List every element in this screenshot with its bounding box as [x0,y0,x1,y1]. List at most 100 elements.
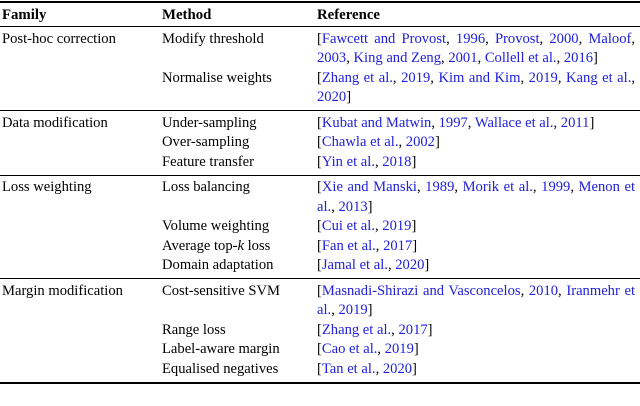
citation-link[interactable]: Zhang et al. [321,69,393,86]
table-row: Margin modification Cost-sensitive SVM [Ma… [0,279,640,321]
text-segment: , [375,237,384,254]
citation-link[interactable]: 2019 [401,69,431,86]
reference-cell: [Chawla et al., 2002] [315,133,640,153]
citation-link[interactable]: Tan et al. [321,360,376,377]
table-header: Family Method Reference [0,2,640,27]
citation-link[interactable]: 2003 [317,50,347,66]
citation-link[interactable]: 2020 [317,89,347,105]
citation-link[interactable]: 1999 [541,179,571,195]
citation-link[interactable]: Collell et al. [484,50,557,66]
reference-cell: [Cao et al., 2019] [315,340,640,360]
family-cell: Margin modification [2,282,123,299]
text-segment: , [578,30,589,47]
reference-cell: [Zhang et al., 2019, Kim and Kim, 2019, … [315,69,640,111]
text-segment: ] [427,321,433,338]
reference-cell: [Fawcett and Provost, 1996, Provost, 200… [315,27,640,69]
citation-link[interactable]: 2019 [528,69,558,86]
citation-link[interactable]: Jamal et al. [321,257,388,273]
citation-link[interactable]: 2019 [382,218,412,234]
text-segment: , [391,321,399,338]
citation-link[interactable]: Yin et al. [321,153,375,170]
family-group: Loss weighting Loss balancing [Xie and Man… [0,175,640,279]
citation-link[interactable]: Kubat and Matwin [321,114,432,131]
citation-link[interactable]: Kim and Kim [438,69,521,86]
text-segment: , [398,134,406,150]
citation-link[interactable]: 1997 [438,114,468,131]
family-cell: Post-hoc correction [2,30,116,47]
citation-link[interactable]: 2011 [560,114,590,131]
text-segment: [ [317,114,322,131]
citation-link[interactable]: 1996 [455,30,486,47]
citation-link[interactable]: 2018 [382,153,412,170]
text-segment: ] [412,360,417,377]
citation-link[interactable]: Iran­mehr et al. [317,282,635,319]
method-cell: Volume weighting [162,218,270,234]
method-cell: Modify threshold [162,30,264,47]
citation-link[interactable]: 2020 [382,360,413,377]
citation-link[interactable]: King and Zeng [353,50,442,66]
citation-link[interactable]: Morik et al. [462,179,533,195]
text-segment: Average top- [162,237,238,254]
citation-link[interactable]: Provost [494,30,540,47]
citation-link[interactable]: 2020 [395,257,425,273]
reference-cell: [Jamal et al., 2020] [315,256,640,279]
text-segment: , [631,69,636,86]
family-cell: Loss weighting [2,179,92,195]
citation-link[interactable]: Wallace et al. [474,114,554,131]
text-segment: , [387,257,396,273]
text-segment: [ [317,237,322,254]
text-segment: , [430,69,439,86]
citation-link[interactable]: 2019 [338,302,368,318]
text-segment: , [446,30,456,47]
table-row: Post-hoc correction Modify threshold [Fawc… [0,27,640,69]
citation-link[interactable]: Cao et al. [321,341,378,357]
citation-link[interactable]: Mal­oof [588,30,632,47]
citation-link[interactable]: 2016 [563,50,594,66]
citation-link[interactable]: 2000 [549,30,579,47]
text-segment: ] [412,237,418,254]
text-segment: loss [243,237,271,254]
text-segment: , [477,50,485,66]
text-segment: , [520,69,529,86]
citation-link[interactable]: 2013 [338,198,368,215]
citation-link[interactable]: Fawcett and Provost [321,30,447,47]
citation-link[interactable]: Zhang et al. [321,321,392,338]
text-segment: ] [367,198,373,215]
text-segment: , [454,179,463,195]
method-cell: Average top-k loss [160,237,315,257]
text-segment: , [558,282,567,299]
table-row: Loss weighting Loss balancing [Xie and Man… [0,175,640,217]
table-row: Label-aware margin [Cao et al., 2019] [0,340,640,360]
citation-link[interactable]: Kang et al. [566,69,632,86]
citation-link[interactable]: 1989 [425,179,455,195]
text-segment: ] [346,89,352,105]
text-segment: , [553,114,561,131]
text-segment: [ [317,69,322,86]
citation-link[interactable]: Xie and Manski [321,179,417,195]
citation-link[interactable]: Cui et al. [321,218,375,234]
citation-link[interactable]: 2002 [405,134,435,150]
citation-link[interactable]: Chawla et al. [321,134,399,150]
text-segment: , [520,282,529,299]
citation-link[interactable]: Menon et al. [317,179,635,215]
text-segment: [ [317,30,322,47]
citation-link[interactable]: 2001 [448,50,478,66]
table-row: Over-sampling [Chawla et al., 2002] [0,133,640,153]
text-segment: , [392,69,402,86]
citation-link[interactable]: Fan et al. [321,237,376,254]
citation-link[interactable]: 2019 [384,341,414,357]
table-row: Range loss [Zhang et al., 2017] [0,321,640,341]
reference-cell: [Kubat and Matwin, 1997, Wallace et al.,… [315,111,640,134]
text-segment: , [331,302,339,318]
text-segment: [ [317,257,322,273]
method-cell: Under-sampling [162,114,257,131]
citation-link[interactable]: 2017 [398,321,428,338]
citation-link[interactable]: Masnadi-Shirazi and Vasconcelos [321,282,521,299]
citation-link[interactable]: 2017 [383,237,413,254]
text-segment: , [485,30,495,47]
text-segment: , [331,198,339,215]
citation-link[interactable]: 2010 [528,282,559,299]
reference-cell: [Yin et al., 2018] [315,153,640,176]
text-segment: , [570,179,579,195]
table-row: Average top-k loss [Fan et al., 2017] [0,237,640,257]
